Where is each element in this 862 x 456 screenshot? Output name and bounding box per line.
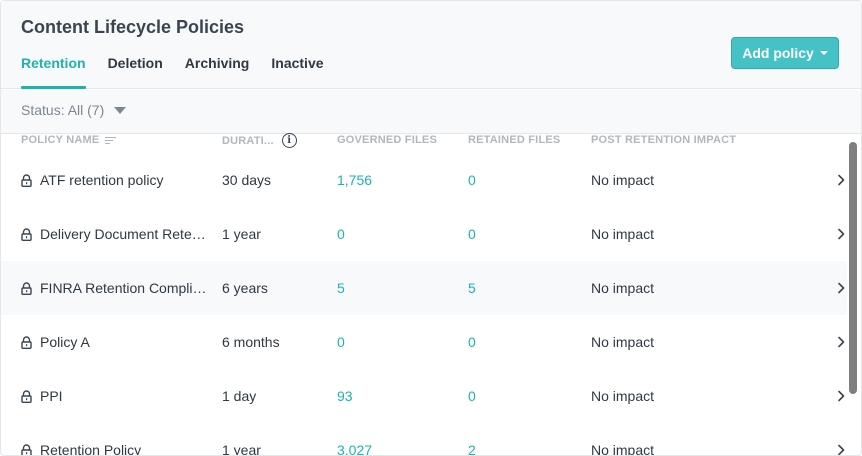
chevron-right-icon[interactable] [837,336,845,348]
duration-cell: 6 years [222,280,268,296]
add-policy-button[interactable]: Add policy [731,37,839,69]
duration-cell: 1 day [222,388,257,404]
tab-deletion[interactable]: Deletion [107,55,163,71]
policies-table: POLICY NAME DURATI... i GOVERNED FILES R… [1,133,861,456]
table-row[interactable]: ATF retention policy 30 days 1,756 0 No … [1,153,847,207]
policy-name-cell: PPI [21,369,211,423]
lock-icon [21,227,32,241]
retained-files-link[interactable]: 5 [468,280,476,296]
policy-name[interactable]: FINRA Retention Compliance [40,280,208,296]
lock-icon [21,389,32,403]
post-retention-impact-cell: No impact [591,172,655,188]
table-row[interactable]: FINRA Retention Compliance 6 years 5 5 N… [1,261,847,315]
retained-files-link[interactable]: 0 [468,388,476,404]
table-row[interactable]: Policy A 6 months 0 0 No impact [1,315,847,369]
caret-down-icon [819,51,828,55]
table-row[interactable]: Retention Policy 1 year 3,027 2 No impac… [1,423,847,456]
retained-files-link[interactable]: 0 [468,334,476,350]
chevron-right-icon[interactable] [837,174,845,186]
policy-name-cell: Retention Policy [21,423,211,456]
tab-inactive[interactable]: Inactive [271,55,324,71]
tab-retention[interactable]: Retention [21,55,86,89]
column-label: POLICY NAME [21,134,100,146]
status-filter-label: Status: All (7) [21,102,105,118]
policy-name[interactable]: ATF retention policy [40,172,164,188]
info-icon[interactable]: i [281,133,297,148]
governed-files-link[interactable]: 0 [337,226,345,242]
retained-files-link[interactable]: 2 [468,442,476,456]
column-header-duration[interactable]: DURATI... i [222,133,297,148]
governed-files-link[interactable]: 5 [337,280,345,296]
post-retention-impact-cell: No impact [591,334,655,350]
table-row[interactable]: Delivery Document Retention 1 year 0 0 N… [1,207,847,261]
retained-files-link[interactable]: 0 [468,172,476,188]
policy-name[interactable]: PPI [40,388,63,404]
tab-archiving[interactable]: Archiving [184,55,250,71]
vertical-scrollbar[interactable] [849,142,857,394]
duration-cell: 30 days [222,172,272,188]
post-retention-impact-cell: No impact [591,226,655,242]
column-header-policy-name[interactable]: POLICY NAME [21,134,117,146]
duration-cell: 1 year [222,226,261,242]
retained-files-link[interactable]: 0 [468,226,476,242]
column-label: GOVERNED FILES [337,134,437,146]
post-retention-impact-cell: No impact [591,442,655,456]
governed-files-link[interactable]: 0 [337,334,345,350]
lock-icon [21,443,32,455]
sort-icon[interactable] [105,136,117,145]
chevron-right-icon[interactable] [837,444,845,456]
status-filter-dropdown[interactable]: Status: All (7) [21,102,127,118]
governed-files-link[interactable]: 3,027 [337,442,373,456]
column-header-retained-files[interactable]: RETAINED FILES [468,134,560,146]
table-row[interactable]: PPI 1 day 93 0 No impact [1,369,847,423]
policy-name[interactable]: Retention Policy [40,442,142,456]
chevron-right-icon[interactable] [837,390,845,402]
panel-header: Content Lifecycle Policies Retention Del… [1,1,861,89]
table-header: POLICY NAME DURATI... i GOVERNED FILES R… [1,133,861,150]
policy-name[interactable]: Delivery Document Retention [40,226,208,242]
column-label: RETAINED FILES [468,134,561,146]
add-policy-label: Add policy [742,45,814,61]
policy-name-cell: Policy A [21,315,211,369]
column-header-governed-files[interactable]: GOVERNED FILES [337,134,437,146]
column-label: POST RETENTION IMPACT [591,134,737,146]
policy-name-cell: Delivery Document Retention [21,207,211,261]
governed-files-link[interactable]: 1,756 [337,172,373,188]
duration-cell: 1 year [222,442,261,456]
lock-icon [21,173,32,187]
lock-icon [21,281,32,295]
column-label: DURATI... [222,134,274,147]
governed-files-link[interactable]: 93 [337,388,353,404]
policy-name-cell: ATF retention policy [21,153,211,207]
post-retention-impact-cell: No impact [591,388,655,404]
policy-name-cell: FINRA Retention Compliance [21,261,211,315]
chevron-down-icon [114,106,127,114]
post-retention-impact-cell: No impact [591,280,655,296]
tab-bar: Retention Deletion Archiving Inactive [21,55,346,89]
column-header-post-retention-impact[interactable]: POST RETENTION IMPACT [591,134,736,146]
duration-cell: 6 months [222,334,280,350]
page-title: Content Lifecycle Policies [21,17,245,37]
chevron-right-icon[interactable] [837,282,845,294]
lock-icon [21,335,32,349]
policy-name[interactable]: Policy A [40,334,90,350]
filter-bar: Status: All (7) [1,90,861,134]
chevron-right-icon[interactable] [837,228,845,240]
